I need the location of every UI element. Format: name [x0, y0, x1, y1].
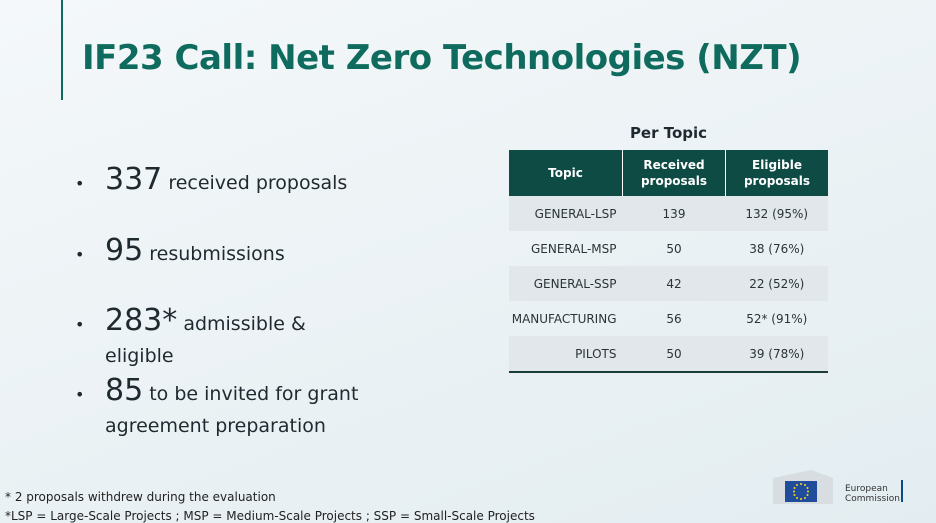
table-cell: MANUFACTURING	[511, 311, 617, 326]
slide-title: IF23 Call: Net Zero Technologies (NZT)	[82, 38, 802, 78]
bullet-text: received proposals	[168, 172, 348, 194]
table-row: PILOTS 50 39 (78%)	[509, 336, 828, 372]
topic-table: Topic Received proposals Eligible proposal…	[509, 150, 828, 373]
table-cell: GENERAL-LSP	[509, 196, 623, 231]
table-cell: 50	[666, 241, 682, 256]
table-row: GENERAL-LSP 139 132 (95%)	[509, 196, 828, 231]
table-cell: 50	[622, 336, 726, 372]
bullet-text: to be invited for grant agreement prepar…	[105, 383, 359, 437]
table-row: GENERAL-MSP 50 38 (76%)	[509, 231, 828, 266]
header-row: Topic Received proposals Eligible proposal…	[509, 150, 828, 196]
footnote: *LSP = Large-Scale Projects ; MSP = Medi…	[5, 509, 535, 523]
table-cell: 38 (76%)	[749, 241, 805, 256]
bullet-number: 95	[105, 233, 144, 268]
table-cell: 139	[622, 196, 726, 231]
table-row: GENERAL-SSP 42 22 (52%)	[509, 266, 828, 301]
footnote: * 2 proposals withdrew during the evalua…	[5, 490, 276, 504]
bullet: • 85 to be invited for grant agreement pr…	[75, 373, 359, 438]
bullet-text: resubmissions	[149, 243, 285, 265]
eu-logo: European Commission	[771, 470, 911, 506]
table-cell: 56	[666, 311, 682, 326]
logo-text: European	[845, 484, 888, 494]
column-header: Eligible proposals	[725, 150, 828, 196]
bullet-text: admissible & eligible	[105, 313, 306, 367]
logo-bar	[901, 480, 903, 502]
bullet: • 337 received proposals	[75, 162, 348, 197]
bullet-number: 337	[105, 162, 163, 197]
table-cell: PILOTS	[509, 336, 623, 372]
column-header: Topic	[509, 150, 623, 196]
column-header: Received proposals	[622, 150, 726, 196]
table-cell: 39 (78%)	[725, 336, 828, 372]
table-cell: GENERAL-MSP	[530, 241, 617, 256]
title-rule	[61, 0, 63, 100]
table-body: GENERAL-LSP 139 132 (95%) GENERAL-MSP 50 38 (…	[509, 196, 828, 372]
bullet: • 283* admissible & eligible	[75, 303, 306, 368]
logo-text: Commission	[845, 494, 900, 504]
table-cell: 22 (52%)	[725, 266, 828, 301]
bullet-number: 85	[105, 373, 144, 408]
table-cell: 132 (95%)	[725, 196, 828, 231]
table-cell: 42	[622, 266, 726, 301]
table-cell: GENERAL-SSP	[509, 266, 623, 301]
table-cell: 52* (91%)	[746, 311, 808, 326]
eu-flag	[773, 470, 833, 504]
table-caption: Per Topic	[629, 124, 708, 142]
bullet-number: 283*	[105, 303, 178, 338]
table-row: MANUFACTURING 56 52* (91%)	[509, 301, 828, 336]
bullet: • 95 resubmissions	[75, 233, 285, 268]
